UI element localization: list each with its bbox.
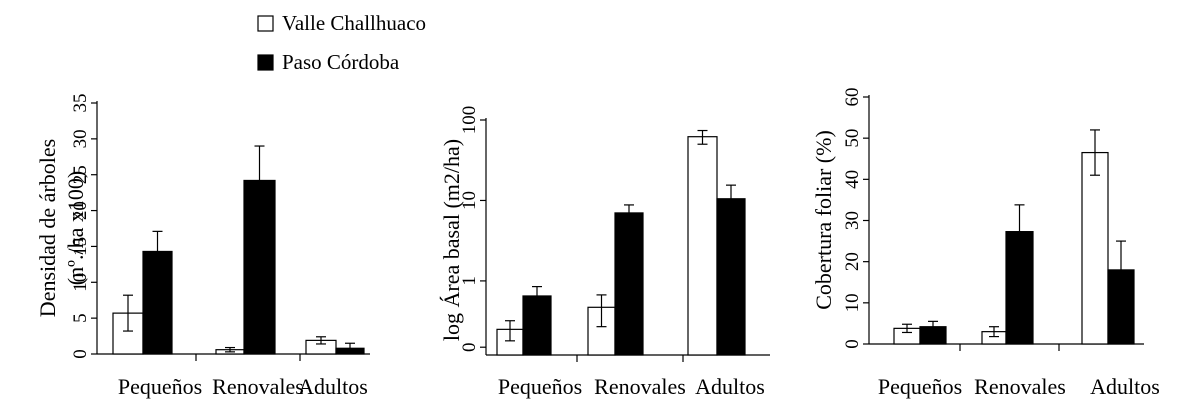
y-tick-label: 100 <box>459 106 480 135</box>
y-tick-label: 60 <box>842 88 863 107</box>
x-category-label: Renovales <box>212 374 304 399</box>
x-category-label: Renovales <box>974 374 1066 399</box>
legend-swatch-paso-cordoba <box>257 54 274 71</box>
legend-item-valle-challhuaco: Valle Challhuaco <box>257 11 426 35</box>
y-tick-label: 40 <box>842 170 863 189</box>
y-tick-label: 0 <box>70 349 91 359</box>
y-axis-label: Densidad de árboles <box>35 139 60 317</box>
bar-valle-challhuaco-adultos <box>1081 151 1109 345</box>
legend: Valle Challhuaco Paso Córdoba <box>257 11 426 74</box>
x-category-label: Adultos <box>298 374 368 399</box>
y-tick-label: 10 <box>842 293 863 312</box>
y-tick-label: 0 <box>842 339 863 349</box>
y-tick-label: 1 <box>459 276 480 286</box>
x-category-label: Renovales <box>594 374 686 399</box>
y-tick-label: 0 <box>459 342 480 352</box>
x-category-label: Pequeños <box>118 374 202 399</box>
x-category-label: Adultos <box>1090 374 1160 399</box>
chart-panel-basal-area: 0 1 10 100 Pequeños Renovales Adultos log Área … <box>439 106 770 399</box>
y-tick-label: 20 <box>842 252 863 271</box>
legend-label-paso-cordoba: Paso Córdoba <box>282 50 400 74</box>
y-axis-label: (nº./ha x100) <box>63 171 88 285</box>
y-tick-label: 10 <box>70 273 91 292</box>
x-category-label: Pequeños <box>498 374 582 399</box>
y-axis-label: Cobertura foliar (%) <box>811 130 836 310</box>
y-tick-label: 15 <box>70 237 91 256</box>
y-axis-label: log Área basal (m2/ha) <box>439 139 464 341</box>
bar-paso-cordoba-adultos <box>716 198 746 356</box>
y-tick-label: 20 <box>70 201 91 220</box>
chart-panel-foliar-cover: 0 10 20 30 40 50 60 Pequeños Renovales Adultos Cob… <box>811 88 1160 400</box>
y-tick-label: 10 <box>459 191 480 210</box>
y-tick-label: 35 <box>70 94 91 113</box>
bar-valle-challhuaco-adultos <box>687 136 718 356</box>
x-category-label: Adultos <box>695 374 765 399</box>
legend-swatch-valle-challhuaco <box>257 15 274 32</box>
y-tick-label: 30 <box>70 129 91 148</box>
bar-valle-challhuaco-pequenos <box>112 312 144 355</box>
y-tick-label: 50 <box>842 129 863 148</box>
legend-label-valle-challhuaco: Valle Challhuaco <box>282 11 426 35</box>
legend-item-paso-cordoba: Paso Córdoba <box>257 50 400 74</box>
bar-paso-cordoba-renovales <box>614 212 644 356</box>
x-category-label: Pequeños <box>878 374 962 399</box>
y-tick-label: 30 <box>842 211 863 230</box>
y-tick-label: 25 <box>70 165 91 184</box>
y-tick-label: 5 <box>70 313 91 323</box>
